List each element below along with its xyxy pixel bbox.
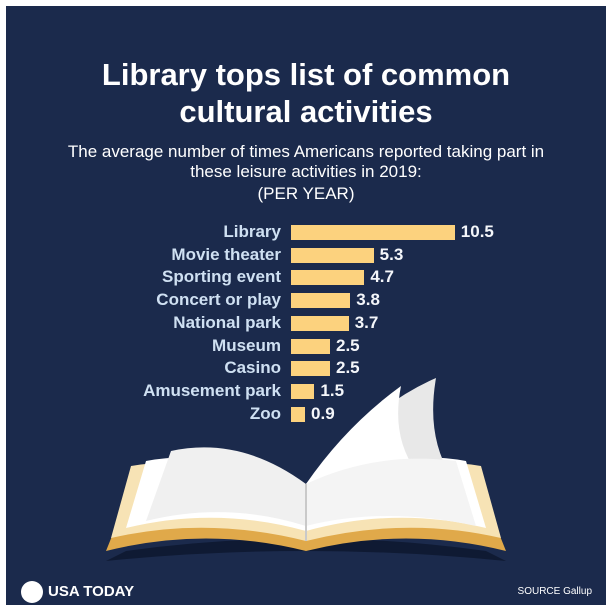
category-label: Sporting event xyxy=(161,267,281,287)
category-label: National park xyxy=(173,312,281,332)
category-label: Museum xyxy=(212,335,281,355)
category-label: Concert or play xyxy=(156,290,281,310)
category-label: Library xyxy=(223,222,281,241)
category-label: Movie theater xyxy=(171,244,281,264)
logo-dot xyxy=(21,581,43,603)
value-label: 5.3 xyxy=(379,244,404,264)
source: SOURCE Gallup xyxy=(517,586,592,597)
bar xyxy=(291,361,330,377)
bar xyxy=(291,270,365,286)
value-label: 3.7 xyxy=(354,312,379,332)
value-label: 2.5 xyxy=(336,335,360,355)
value-label: 2.5 xyxy=(336,358,360,378)
category-label: Amusement park xyxy=(143,380,281,400)
value-label: 1.5 xyxy=(320,380,345,400)
bar xyxy=(291,315,349,331)
chart-title: Library tops list of common cultural act… xyxy=(101,57,511,129)
value-label: 3.8 xyxy=(356,290,380,310)
bar xyxy=(291,247,374,263)
bar xyxy=(291,406,306,422)
bar xyxy=(291,383,315,399)
brand: USA TODAY xyxy=(48,583,135,600)
bar xyxy=(291,293,351,309)
chart-subtitle: The average number of times Americans re… xyxy=(67,142,545,181)
value-label: 10.5 xyxy=(460,222,494,241)
value-label: 0.9 xyxy=(311,403,335,423)
infographic: Library tops list of common cultural act… xyxy=(6,6,606,605)
unit-note: (PER YEAR) xyxy=(257,184,355,203)
book-illustration xyxy=(106,378,506,561)
bar xyxy=(291,225,455,240)
value-label: 4.7 xyxy=(370,267,394,287)
category-label: Zoo xyxy=(249,403,281,423)
bar xyxy=(291,338,330,354)
category-label: Casino xyxy=(224,358,281,378)
